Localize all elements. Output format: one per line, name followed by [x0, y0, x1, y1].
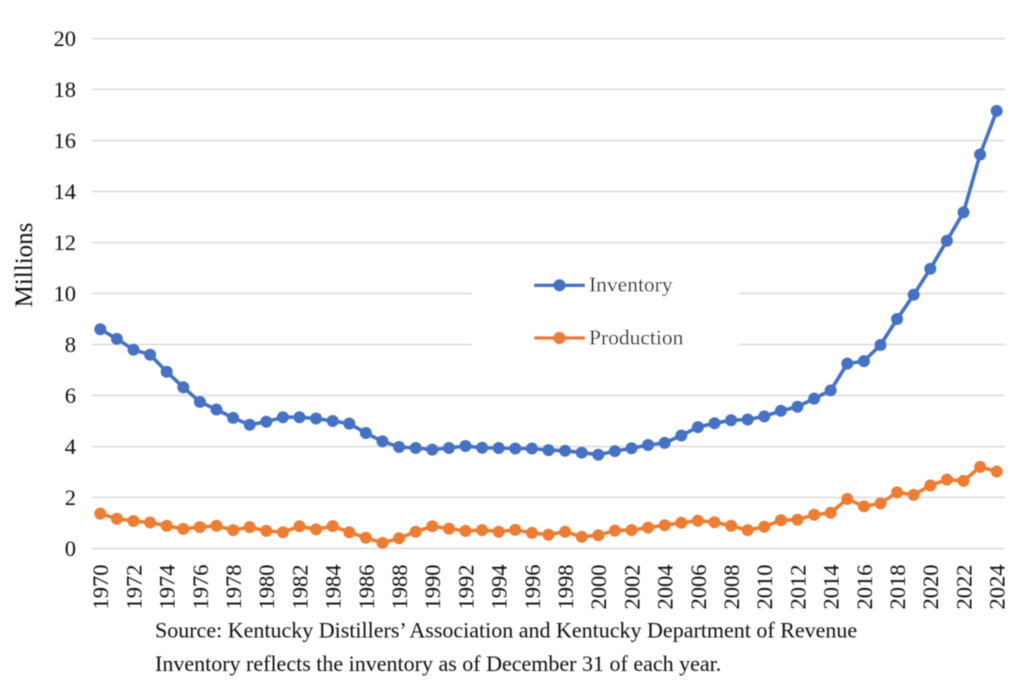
- svg-text:2014: 2014: [819, 565, 844, 610]
- svg-text:1992: 1992: [453, 565, 478, 610]
- svg-text:18: 18: [54, 77, 77, 102]
- svg-text:8: 8: [65, 332, 76, 357]
- svg-text:1984: 1984: [321, 565, 346, 610]
- svg-text:2002: 2002: [619, 565, 644, 610]
- svg-text:4: 4: [65, 434, 76, 459]
- svg-text:1998: 1998: [553, 565, 578, 610]
- svg-text:2006: 2006: [686, 565, 711, 610]
- svg-text:2012: 2012: [785, 565, 810, 610]
- svg-text:10: 10: [54, 281, 77, 306]
- svg-text:1996: 1996: [520, 565, 545, 610]
- svg-text:1970: 1970: [88, 565, 113, 610]
- svg-text:1994: 1994: [487, 565, 512, 610]
- svg-text:6: 6: [65, 383, 76, 408]
- svg-text:1990: 1990: [420, 565, 445, 610]
- svg-text:2018: 2018: [885, 565, 910, 610]
- svg-text:14: 14: [54, 179, 77, 204]
- svg-text:2000: 2000: [586, 565, 611, 610]
- svg-text:Inventory reflects the invento: Inventory reflects the inventory as of D…: [155, 651, 721, 676]
- svg-text:1986: 1986: [354, 565, 379, 610]
- svg-text:0: 0: [65, 536, 76, 561]
- svg-text:2010: 2010: [752, 565, 777, 610]
- svg-text:1988: 1988: [387, 565, 412, 610]
- svg-text:2004: 2004: [653, 565, 678, 610]
- svg-text:2008: 2008: [719, 565, 744, 610]
- svg-text:16: 16: [54, 128, 77, 153]
- svg-text:1982: 1982: [287, 565, 312, 610]
- svg-text:1976: 1976: [188, 565, 213, 610]
- svg-text:Inventory: Inventory: [589, 273, 673, 297]
- svg-text:2: 2: [65, 485, 76, 510]
- svg-text:1972: 1972: [121, 565, 146, 610]
- svg-text:2020: 2020: [918, 565, 943, 610]
- svg-text:Production: Production: [589, 325, 684, 349]
- svg-text:2016: 2016: [852, 565, 877, 610]
- svg-text:1978: 1978: [221, 565, 246, 610]
- svg-text:1980: 1980: [254, 565, 279, 610]
- svg-text:20: 20: [54, 26, 77, 51]
- svg-text:Millions: Millions: [11, 223, 38, 308]
- svg-text:1974: 1974: [155, 565, 180, 610]
- svg-text:2024: 2024: [985, 565, 1010, 610]
- svg-text:12: 12: [54, 230, 77, 255]
- svg-text:2022: 2022: [951, 565, 976, 610]
- svg-text:Source: Kentucky Distillers’ A: Source: Kentucky Distillers’ Association…: [155, 618, 857, 643]
